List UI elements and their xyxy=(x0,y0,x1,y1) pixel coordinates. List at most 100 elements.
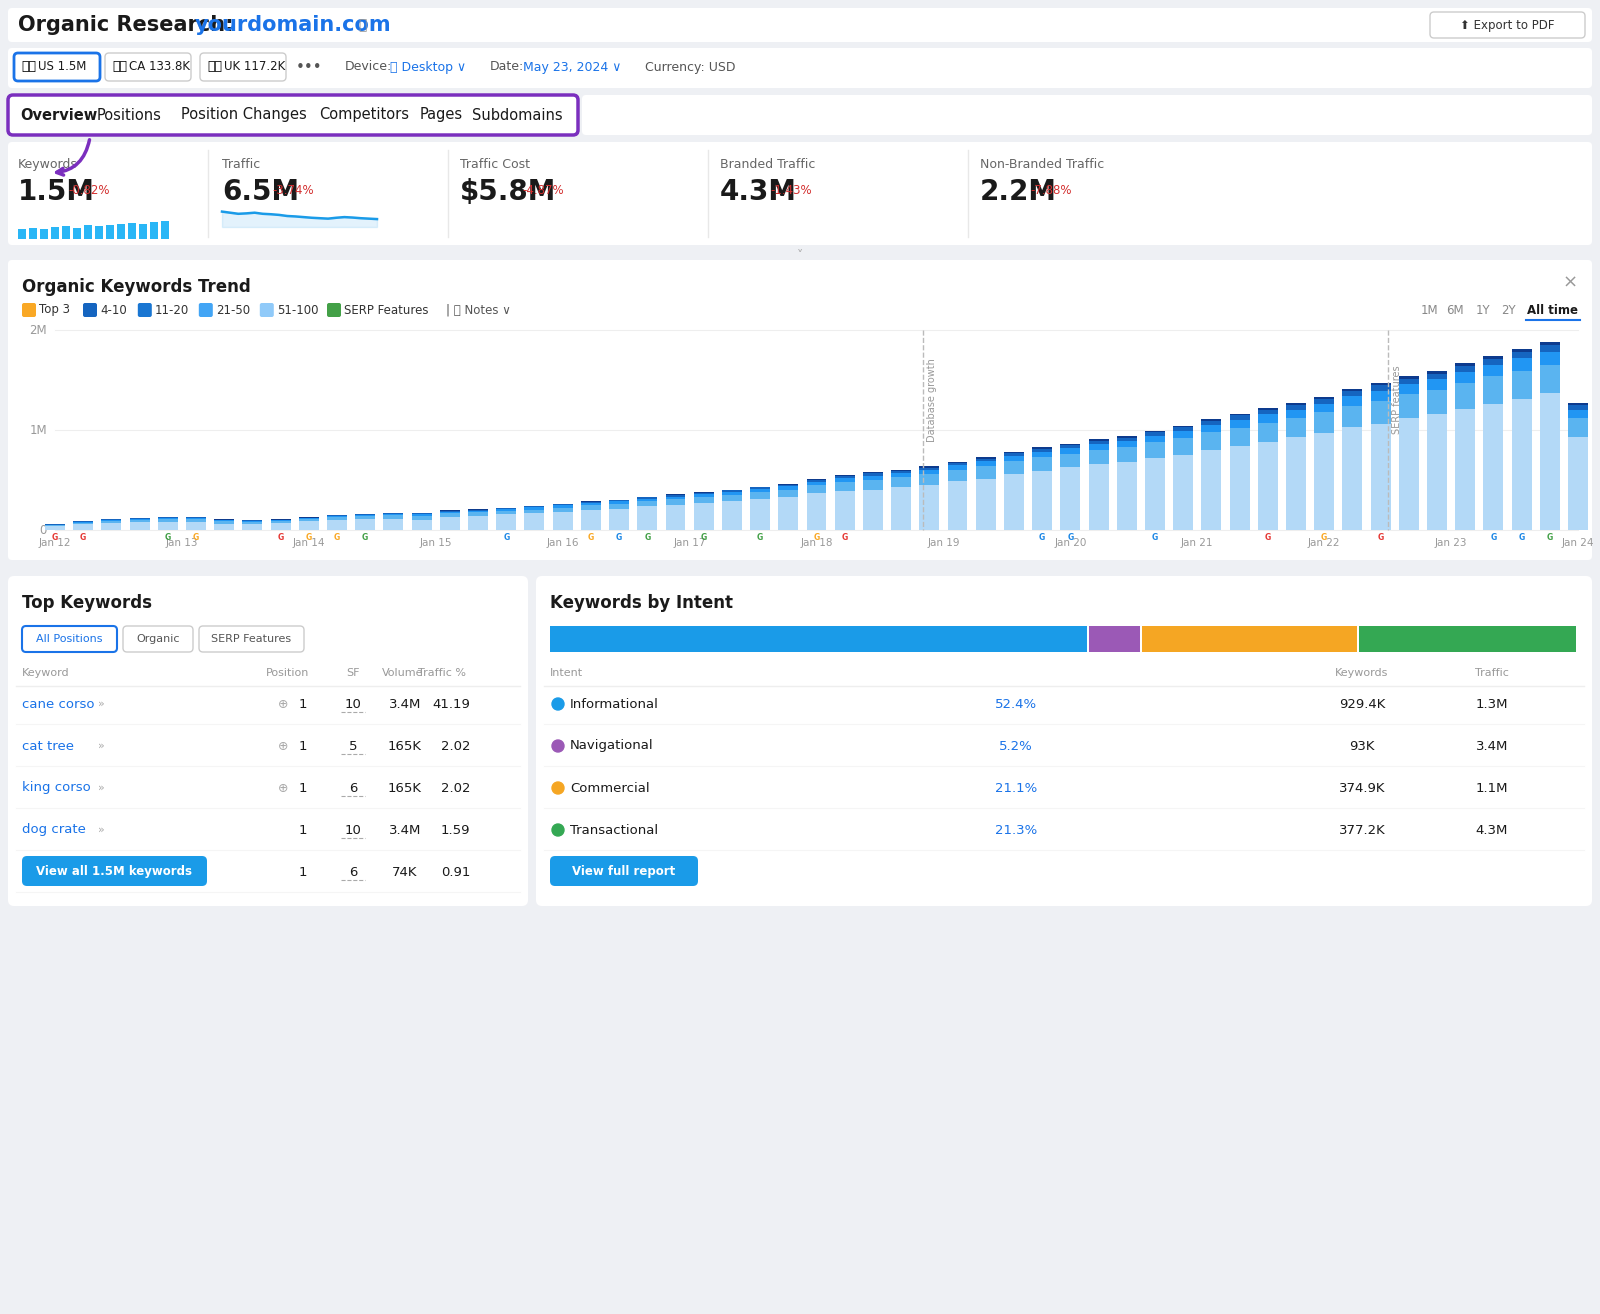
Text: 1.1M: 1.1M xyxy=(1475,782,1509,795)
Bar xyxy=(666,497,685,499)
Bar xyxy=(1568,403,1587,405)
Text: Jan 13: Jan 13 xyxy=(166,537,198,548)
Circle shape xyxy=(552,698,563,710)
Text: Jan 14: Jan 14 xyxy=(293,537,325,548)
Text: | 📋 Notes ∨: | 📋 Notes ∨ xyxy=(445,304,510,317)
Text: ⬆ Export to PDF: ⬆ Export to PDF xyxy=(1459,18,1554,32)
Bar xyxy=(666,495,685,497)
Text: ⊕: ⊕ xyxy=(278,698,288,711)
Bar xyxy=(778,490,798,497)
Bar xyxy=(1427,389,1446,414)
Text: View full report: View full report xyxy=(573,865,675,878)
Text: 1.3M: 1.3M xyxy=(1475,698,1509,711)
Text: 3.4M: 3.4M xyxy=(389,824,421,837)
Text: Informational: Informational xyxy=(570,698,659,711)
Text: 377.2K: 377.2K xyxy=(1339,824,1386,837)
Bar xyxy=(1456,382,1475,409)
Bar xyxy=(1202,432,1221,449)
Bar xyxy=(525,510,544,512)
Text: 10: 10 xyxy=(344,824,362,837)
Bar xyxy=(1088,464,1109,530)
Bar xyxy=(1088,449,1109,464)
Bar xyxy=(1286,403,1306,405)
Bar xyxy=(1314,399,1334,403)
Text: 3.4M: 3.4M xyxy=(1475,740,1509,753)
Text: G: G xyxy=(1490,533,1496,541)
FancyBboxPatch shape xyxy=(8,95,578,135)
Text: Jan 23: Jan 23 xyxy=(1435,537,1467,548)
Bar xyxy=(128,223,136,239)
Bar xyxy=(1371,390,1390,401)
Bar xyxy=(694,493,714,494)
Text: Overview: Overview xyxy=(19,108,98,122)
Bar xyxy=(1539,365,1560,393)
Text: yourdomain.com: yourdomain.com xyxy=(195,14,392,35)
Bar xyxy=(1342,397,1362,406)
Bar xyxy=(1286,438,1306,530)
Bar xyxy=(920,470,939,474)
Bar xyxy=(835,491,854,530)
Bar xyxy=(1117,436,1136,438)
Text: Top 3: Top 3 xyxy=(38,304,70,317)
Bar xyxy=(552,507,573,512)
Bar xyxy=(666,499,685,505)
Text: G: G xyxy=(1378,533,1384,541)
Text: G: G xyxy=(306,533,312,541)
Bar xyxy=(891,477,910,487)
Bar xyxy=(1512,398,1531,530)
Text: Jan 16: Jan 16 xyxy=(547,537,579,548)
Text: G: G xyxy=(701,533,707,541)
Bar xyxy=(1146,457,1165,530)
Bar xyxy=(1342,427,1362,530)
Bar xyxy=(552,512,573,530)
Bar xyxy=(162,221,170,239)
Bar xyxy=(1003,456,1024,461)
Bar xyxy=(496,515,517,530)
Text: 1: 1 xyxy=(299,740,307,753)
Bar xyxy=(1483,377,1504,405)
Bar xyxy=(1568,405,1587,410)
Bar xyxy=(1173,455,1194,530)
Text: 165K: 165K xyxy=(387,782,422,795)
Bar xyxy=(525,507,544,510)
Text: 2.02: 2.02 xyxy=(440,740,470,753)
FancyBboxPatch shape xyxy=(8,142,1592,244)
Bar xyxy=(637,499,658,502)
Bar xyxy=(947,463,968,465)
Bar xyxy=(1483,365,1504,377)
Text: UK 117.2K: UK 117.2K xyxy=(224,60,285,74)
Text: May 23, 2024 ∨: May 23, 2024 ∨ xyxy=(523,60,621,74)
Text: Traffic %: Traffic % xyxy=(418,668,466,678)
Circle shape xyxy=(552,782,563,794)
Text: ⧉: ⧉ xyxy=(358,18,366,32)
Circle shape xyxy=(552,740,563,752)
Bar xyxy=(1173,426,1194,427)
Bar xyxy=(1314,397,1334,399)
Bar xyxy=(610,509,629,530)
Bar xyxy=(1061,468,1080,530)
Bar xyxy=(694,503,714,530)
Bar xyxy=(947,481,968,530)
Text: Position: Position xyxy=(266,668,310,678)
Text: G: G xyxy=(645,533,651,541)
Text: -3.74%: -3.74% xyxy=(272,184,314,197)
Text: »: » xyxy=(98,825,104,834)
Bar xyxy=(1229,427,1250,445)
Bar xyxy=(62,226,70,239)
Bar xyxy=(1314,403,1334,413)
Text: Volume: Volume xyxy=(382,668,424,678)
Bar xyxy=(891,470,910,473)
Bar xyxy=(1483,359,1504,365)
Text: 1Y: 1Y xyxy=(1475,304,1490,317)
Text: G: G xyxy=(1264,533,1270,541)
Bar xyxy=(1061,453,1080,468)
Text: G: G xyxy=(502,533,509,541)
Bar xyxy=(835,482,854,491)
Text: 4.3M: 4.3M xyxy=(1475,824,1509,837)
Bar xyxy=(101,522,122,523)
FancyBboxPatch shape xyxy=(106,53,190,81)
Bar xyxy=(1456,367,1475,372)
Text: 1.59: 1.59 xyxy=(440,824,470,837)
Bar xyxy=(1229,415,1250,419)
Text: All Positions: All Positions xyxy=(37,633,102,644)
